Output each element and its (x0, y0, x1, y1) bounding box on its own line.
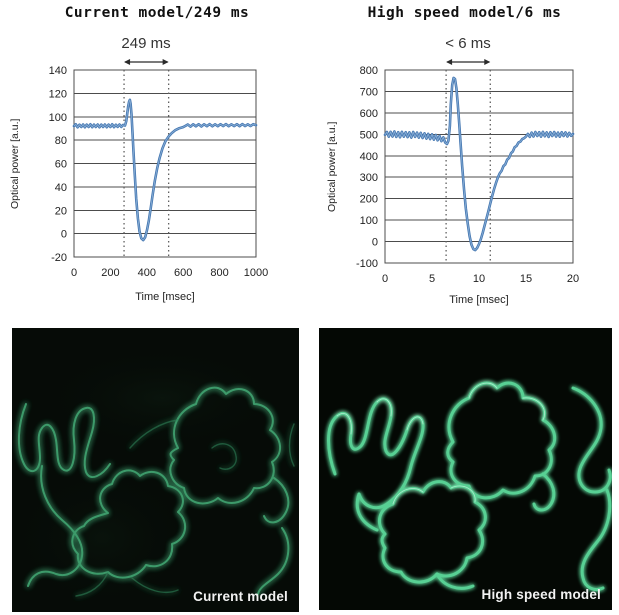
svg-text:300: 300 (360, 172, 378, 184)
line-chart-high-speed-model: 800 700 600 500 400 300 200 100 0 -100 0 5 10 15 20 (356, 59, 579, 285)
svg-text:20: 20 (55, 205, 67, 217)
background-smudge (32, 343, 292, 453)
svg-text:120: 120 (49, 88, 67, 100)
svg-text:15: 15 (520, 273, 532, 285)
outline-highlight-upper-blob (468, 382, 545, 421)
y-axis-label-current: Optical power [a.u.] (9, 118, 21, 210)
svg-text:100: 100 (360, 215, 378, 227)
outline-upper-blob (169, 386, 281, 505)
svg-text:-20: -20 (51, 252, 67, 264)
svg-text:500: 500 (360, 129, 378, 141)
svg-text:5: 5 (429, 273, 435, 285)
outline-bottom-tail (75, 571, 179, 597)
svg-text:800: 800 (360, 65, 378, 77)
outline-stem (27, 465, 84, 587)
x-axis-label-high-speed: Time [msec] (449, 294, 509, 306)
response-time-annotation-high-speed: < 6 ms (445, 35, 491, 52)
outline-inner-curl (211, 443, 237, 470)
image-caption-current-model: Current model (193, 589, 288, 604)
chart-panel-high-speed-model: 800 700 600 500 400 300 200 100 0 -100 0 5 10 15 20 Hi… (310, 2, 619, 322)
response-time-annotation-current: 249 ms (121, 35, 171, 52)
svg-text:140: 140 (49, 65, 67, 77)
y-axis-label-high-speed: Optical power [a.u.] (326, 121, 338, 213)
outline-highlights (336, 382, 545, 505)
svg-text:100: 100 (49, 112, 67, 124)
chart-panel-current-model: 140 120 100 80 60 40 20 0 -20 0 200 400 600 800 1000 C… (6, 2, 308, 322)
svg-text:-100: -100 (356, 258, 378, 270)
fluorescence-image-high-speed-model: High speed model (319, 328, 612, 610)
fluorescence-scene-high-speed (319, 328, 612, 610)
svg-text:400: 400 (138, 267, 156, 279)
svg-text:40: 40 (55, 182, 67, 194)
svg-text:800: 800 (210, 267, 228, 279)
svg-text:600: 600 (174, 267, 192, 279)
outline-right-tail (257, 527, 290, 595)
outline-highlight-lower-blob (392, 485, 476, 505)
outline-bottom-tail (435, 572, 475, 590)
tissue-outlines-bright (327, 381, 612, 592)
svg-text:200: 200 (101, 267, 119, 279)
chart-title-high-speed-model: High speed model/6 ms (367, 5, 562, 21)
svg-text:200: 200 (360, 194, 378, 206)
outline-lower-blob (71, 469, 187, 579)
svg-text:0: 0 (372, 237, 378, 249)
outline-claw (18, 403, 111, 479)
tissue-outlines-dim (18, 386, 295, 597)
fluorescence-scene-current (12, 328, 299, 612)
svg-text:20: 20 (567, 273, 579, 285)
svg-text:700: 700 (360, 86, 378, 98)
outline-right-curl (263, 477, 290, 524)
svg-text:10: 10 (473, 273, 485, 285)
svg-text:1000: 1000 (244, 267, 268, 279)
x-axis-label-current: Time [msec] (135, 291, 195, 303)
image-caption-high-speed-model: High speed model (481, 587, 601, 602)
svg-text:0: 0 (382, 273, 388, 285)
svg-text:60: 60 (55, 159, 67, 171)
svg-text:0: 0 (61, 229, 67, 241)
svg-text:80: 80 (55, 135, 67, 147)
svg-text:600: 600 (360, 108, 378, 120)
image-background (319, 328, 612, 610)
svg-text:0: 0 (71, 267, 77, 279)
outline-right-tail (580, 488, 612, 592)
outline-right-top (571, 386, 612, 494)
svg-text:400: 400 (360, 151, 378, 163)
fluorescence-image-current-model: Current model (12, 328, 299, 612)
chart-title-current-model: Current model/249 ms (64, 5, 250, 21)
outline-inner-curl (532, 472, 556, 512)
outline-connector (129, 419, 179, 449)
outline-stem (355, 492, 379, 532)
outline-highlight-claw (336, 398, 424, 435)
outline-edge-fragment (288, 423, 295, 467)
